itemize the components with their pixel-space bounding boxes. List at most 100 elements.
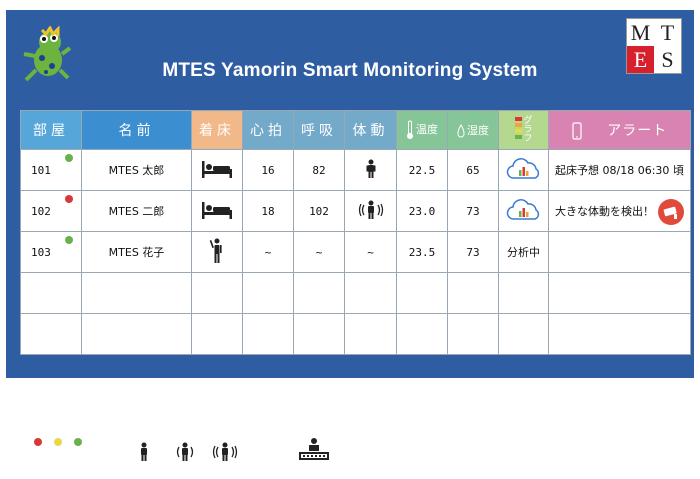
person-moving-icon	[358, 200, 383, 219]
empty-cell	[191, 272, 243, 314]
room-cell: 103	[20, 231, 82, 273]
camera-icon[interactable]	[658, 199, 684, 225]
person-slight-motion-icon	[176, 442, 194, 461]
bed-status-cell	[191, 190, 243, 232]
empty-cell	[447, 313, 499, 355]
empty-cell	[81, 313, 192, 355]
table-row[interactable]: 103 MTES 花子 ~ ~ ~ 23.5 73 分析中	[20, 231, 691, 273]
empty-cell	[293, 272, 345, 314]
person-moving-icon	[212, 442, 238, 461]
empty-cell	[396, 313, 448, 355]
respiration-value: ~	[293, 231, 345, 273]
monitor-panel: MTES Yamorin Smart Monitoring System M T…	[6, 10, 694, 378]
graph-cell[interactable]	[498, 149, 549, 191]
heart-rate-value: 18	[242, 190, 294, 232]
body-motion-cell	[344, 190, 397, 232]
room-number: 103	[31, 245, 51, 259]
header-temperature: 温度	[396, 110, 448, 150]
header-name: 名前	[81, 110, 192, 150]
legend-red-dot	[34, 438, 42, 446]
header-humidity-label: 湿度	[467, 124, 489, 137]
header-graph-label: グラフ	[523, 115, 533, 144]
empty-cell	[191, 313, 243, 355]
alert-cell: 起床予想 08/18 06:30 頃	[548, 149, 691, 191]
humidity-value: 73	[447, 231, 499, 273]
header-respiration: 呼吸	[293, 110, 345, 150]
alert-cell	[548, 231, 691, 273]
empty-cell	[344, 313, 397, 355]
heart-rate-value: ~	[242, 231, 294, 273]
empty-cell	[498, 313, 549, 355]
person-icon	[141, 442, 147, 461]
table-row[interactable]: 101 MTES 太郎 16 82 22.5 65 起床予想 08/18 06:…	[20, 149, 691, 191]
header-graph: グラフ	[498, 110, 549, 150]
status-dot	[65, 154, 73, 162]
empty-cell	[498, 272, 549, 314]
empty-cell	[81, 272, 192, 314]
bed-status-cell	[191, 231, 243, 273]
logo-letter: E	[627, 46, 654, 73]
respiration-value: 82	[293, 149, 345, 191]
heart-rate-value: 16	[242, 149, 294, 191]
status-dot	[65, 236, 73, 244]
header-bed: 着床	[191, 110, 243, 150]
empty-cell	[447, 272, 499, 314]
room-table: 部屋 名前 着床 心拍 呼吸 体動 温度 湿度 グラフ アラート	[20, 110, 691, 355]
empty-cell	[242, 313, 294, 355]
header-heart-rate: 心拍	[242, 110, 294, 150]
legend-green-dot	[74, 438, 82, 446]
empty-cell	[548, 272, 691, 314]
status-dot	[65, 195, 73, 203]
bar-levels-icon	[514, 117, 522, 139]
person-icon	[366, 159, 375, 178]
person-standing-icon	[209, 238, 222, 263]
gecko-mascot-icon	[23, 26, 72, 82]
logo-letter: M	[630, 19, 651, 45]
legend-yellow-dot	[54, 438, 62, 446]
temperature-value: 23.0	[396, 190, 448, 232]
graph-status: 分析中	[498, 231, 549, 273]
alert-cell: 大きな体動を検出！	[548, 190, 691, 232]
table-row	[20, 272, 691, 314]
humidity-value: 65	[447, 149, 499, 191]
logo-letter: S	[661, 46, 674, 72]
bed-icon	[202, 201, 232, 219]
page-title: MTES Yamorin Smart Monitoring System	[162, 60, 538, 81]
cloud-chart-icon[interactable]	[506, 157, 542, 180]
bed-icon	[202, 160, 232, 178]
table-row	[20, 313, 691, 355]
mtes-logo: M T E S	[626, 18, 682, 74]
header-temperature-label: 温度	[416, 123, 438, 136]
graph-cell[interactable]	[498, 190, 549, 232]
thermometer-icon	[407, 120, 413, 139]
logo-letter: T	[660, 19, 675, 45]
temperature-value: 23.5	[396, 231, 448, 273]
empty-cell	[396, 272, 448, 314]
header-alert: アラート	[548, 110, 691, 150]
empty-cell	[344, 272, 397, 314]
bed-status-cell	[191, 149, 243, 191]
table-row[interactable]: 102 MTES 二郎 18 102 23.0 73 大きな体動を検出！	[20, 190, 691, 232]
robot-icon	[299, 438, 329, 460]
body-motion-value: ~	[344, 231, 397, 273]
temperature-value: 22.5	[396, 149, 448, 191]
room-cell: 102	[20, 190, 82, 232]
resident-name: MTES 太郎	[81, 149, 192, 191]
empty-cell	[20, 272, 82, 314]
header-body-motion: 体動	[344, 110, 397, 150]
resident-name: MTES 二郎	[81, 190, 192, 232]
body-motion-cell	[344, 149, 397, 191]
room-number: 102	[31, 204, 51, 218]
header-alert-label: アラート	[607, 123, 668, 139]
room-number: 101	[31, 163, 51, 177]
humidity-value: 73	[447, 190, 499, 232]
smartphone-icon	[572, 122, 582, 140]
empty-cell	[293, 313, 345, 355]
cloud-chart-icon[interactable]	[506, 198, 542, 221]
empty-cell	[20, 313, 82, 355]
alert-text: 大きな体動を検出！	[555, 205, 654, 218]
respiration-value: 102	[293, 190, 345, 232]
droplet-icon	[457, 124, 465, 138]
empty-cell	[242, 272, 294, 314]
header-humidity: 湿度	[447, 110, 499, 150]
